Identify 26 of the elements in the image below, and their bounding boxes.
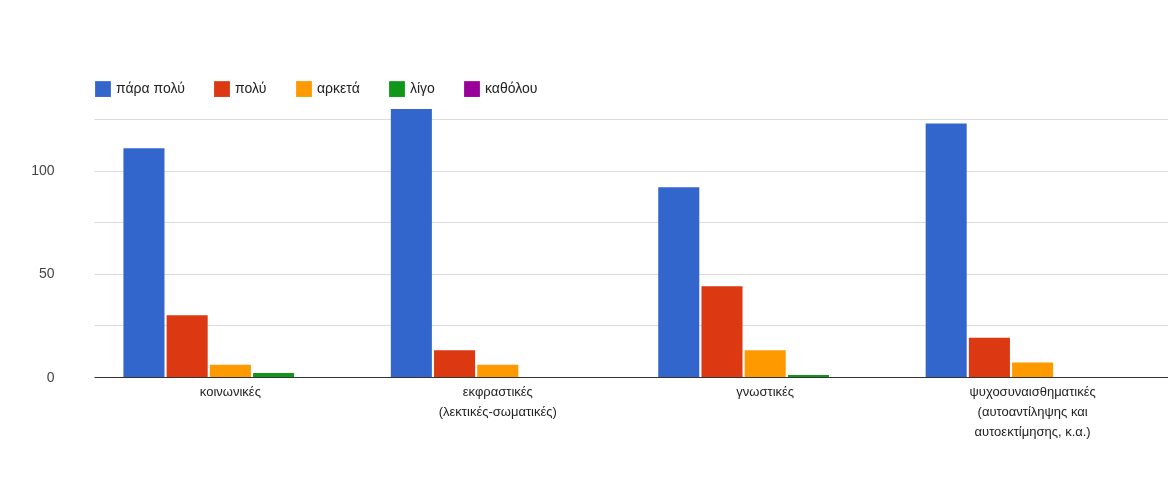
x-tick-label: ψυχοσυναισθηματικές (αυτοαντίληψης και αυτοεκτίμησης, κ.α.): [969, 383, 1096, 439]
bar: [968, 337, 1010, 377]
legend-label: αρκετά: [317, 80, 360, 97]
legend-label: καθόλου: [485, 80, 538, 97]
bar: [253, 372, 295, 377]
legend-label: λίγο: [410, 80, 436, 97]
y-tick-label: 50: [38, 265, 55, 282]
bar: [658, 187, 700, 377]
bar: [787, 374, 829, 377]
y-tick-label: 0: [46, 368, 55, 385]
bar: [166, 315, 208, 377]
bar: [477, 364, 519, 377]
bar: [434, 350, 476, 377]
x-tick-label: κοινωνικές: [199, 383, 261, 399]
bar: [744, 350, 786, 377]
bar: [925, 123, 967, 377]
legend-label: πάρα πολύ: [116, 80, 185, 97]
bar: [701, 286, 743, 377]
bar: [209, 364, 251, 377]
x-tick-label: γνωστικές: [736, 383, 795, 399]
legend-label: πολύ: [235, 80, 267, 97]
bar: [390, 109, 432, 377]
bar: [123, 148, 165, 377]
y-tick-label: 100: [31, 162, 55, 179]
x-tick-label: εκφραστικές (λεκτικές-σωματικές): [438, 383, 557, 419]
bar: [1012, 362, 1054, 377]
